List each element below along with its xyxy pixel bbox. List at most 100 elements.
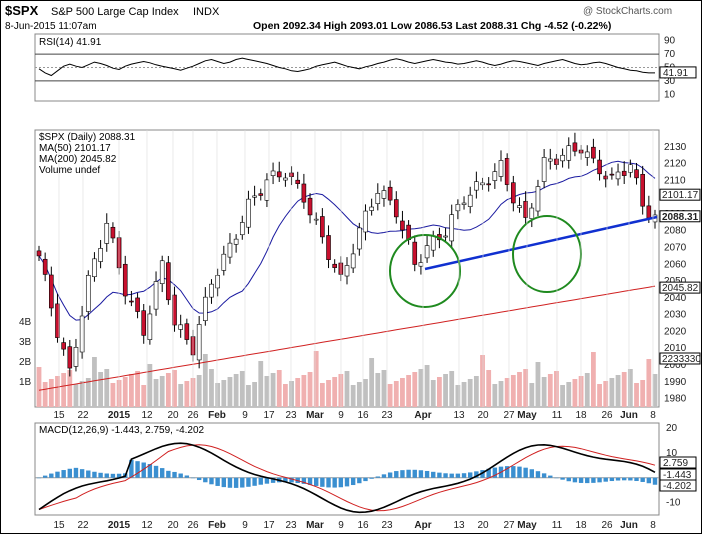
macd-histogram-bar	[36, 477, 42, 479]
macd-histogram-bar	[92, 471, 97, 478]
rsi-title: RSI(14) 41.91	[39, 37, 102, 48]
volume-bar	[356, 382, 362, 407]
quote-summary: Open 2092.34 High 2093.01 Low 2086.53 La…	[253, 20, 611, 32]
rsi-value-label: 41.91	[663, 68, 688, 79]
macd-panel	[34, 422, 660, 516]
candle-body	[79, 315, 85, 353]
macd-histogram-bar	[233, 477, 239, 488]
candle-body	[591, 146, 596, 159]
candle-body	[517, 205, 522, 209]
price-tick-label: 1990	[664, 377, 687, 388]
macd-value-box	[659, 456, 697, 469]
volume-bar	[646, 359, 652, 407]
candle-body	[344, 265, 350, 277]
trend-line	[424, 215, 658, 271]
x-tick-label-bottom: 11	[552, 520, 563, 531]
macd-histogram-bar	[585, 477, 590, 484]
x-tick-label-bottom: 23	[285, 520, 297, 531]
x-tick-label: 26	[187, 410, 199, 421]
volume-bar	[61, 373, 67, 407]
macd-histogram-bar	[387, 472, 393, 478]
candle-body	[147, 313, 153, 340]
candle-body	[320, 216, 325, 238]
volume-bar	[172, 370, 177, 407]
macd-histogram-bar	[609, 477, 615, 482]
macd-signal-line	[38, 444, 656, 512]
volume-value-label: 2233330	[662, 354, 701, 365]
volume-bar	[270, 373, 276, 407]
volume-bar	[591, 352, 596, 407]
candle-body	[276, 171, 282, 178]
macd-histogram-bar	[628, 477, 633, 481]
volume-tick-label: 1B	[19, 377, 32, 388]
volume-bar	[344, 371, 350, 407]
volume-bar	[609, 378, 615, 407]
candle-body	[535, 186, 541, 212]
x-tick-label: 26	[601, 410, 613, 421]
candle-body	[307, 197, 313, 216]
candle-body	[289, 172, 294, 177]
rsi-tick-label: 90	[664, 36, 676, 47]
candle-body	[92, 258, 97, 278]
volume-bar	[400, 378, 405, 407]
highlight-circle	[389, 234, 461, 308]
candle-body	[73, 347, 79, 367]
macd-histogram-bar	[116, 473, 122, 478]
x-tick-label: 20	[167, 410, 179, 421]
candle-body	[301, 183, 307, 203]
x-tick-label: 18	[575, 410, 587, 421]
price-legend-volume: Volume undef	[39, 165, 100, 176]
candle-body	[270, 170, 276, 176]
macd-histogram-bar	[110, 473, 116, 478]
volume-bar	[246, 385, 251, 407]
volume-tick-label: 3B	[19, 337, 32, 348]
price-value-label: 2101.17	[662, 190, 699, 201]
macd-histogram-bar	[455, 473, 461, 478]
candle-body	[467, 194, 473, 207]
price-tick-label: 1980	[664, 394, 687, 405]
price-tick-label: 2010	[664, 343, 687, 354]
volume-bar	[295, 378, 301, 407]
macd-value-label: -1.443	[663, 470, 692, 481]
ma200-line	[38, 285, 656, 391]
volume-bar	[307, 372, 313, 407]
candle-body	[196, 324, 202, 361]
volume-bar	[363, 379, 368, 407]
quote-date: 8-Jun-2015 11:07am	[5, 21, 97, 32]
candle-body	[646, 205, 652, 219]
x-tick-label: 17	[263, 410, 275, 421]
macd-histogram-bar	[270, 477, 276, 483]
macd-histogram-bar	[338, 477, 344, 488]
candle-body	[215, 275, 220, 289]
x-tick-label-bottom: May	[517, 520, 537, 531]
volume-bar	[92, 357, 97, 407]
macd-layer: -10010202.759-1.443-4.202	[35, 423, 697, 514]
ma50-line	[38, 160, 656, 321]
candle-body	[252, 195, 257, 198]
volume-bar	[159, 376, 165, 407]
exchange: INDX	[193, 6, 220, 18]
macd-histogram-bar	[517, 466, 522, 478]
macd-histogram-bar	[314, 477, 319, 486]
x-tick-label: Feb	[208, 410, 226, 421]
x-tick-label: 20	[477, 410, 489, 421]
macd-histogram-bar	[172, 471, 177, 478]
macd-histogram-bar	[141, 462, 146, 478]
volume-bar	[584, 373, 590, 407]
candle-body	[258, 193, 264, 196]
candle-body	[350, 253, 356, 269]
macd-histogram-bar	[646, 477, 652, 484]
x-tick-label: 9	[242, 410, 248, 421]
volume-bar	[535, 362, 541, 407]
x-tick-label: 11	[552, 410, 563, 421]
candle-body	[554, 158, 559, 165]
macd-histogram-bar	[357, 477, 362, 484]
macd-histogram-bar	[480, 470, 485, 478]
candle-body	[393, 199, 399, 218]
macd-histogram-bar	[61, 470, 66, 478]
candle-body	[424, 245, 430, 259]
macd-histogram-bar	[301, 477, 307, 484]
volume-bar	[85, 378, 91, 407]
macd-histogram-bar	[246, 477, 251, 487]
macd-histogram-bar	[400, 470, 405, 478]
